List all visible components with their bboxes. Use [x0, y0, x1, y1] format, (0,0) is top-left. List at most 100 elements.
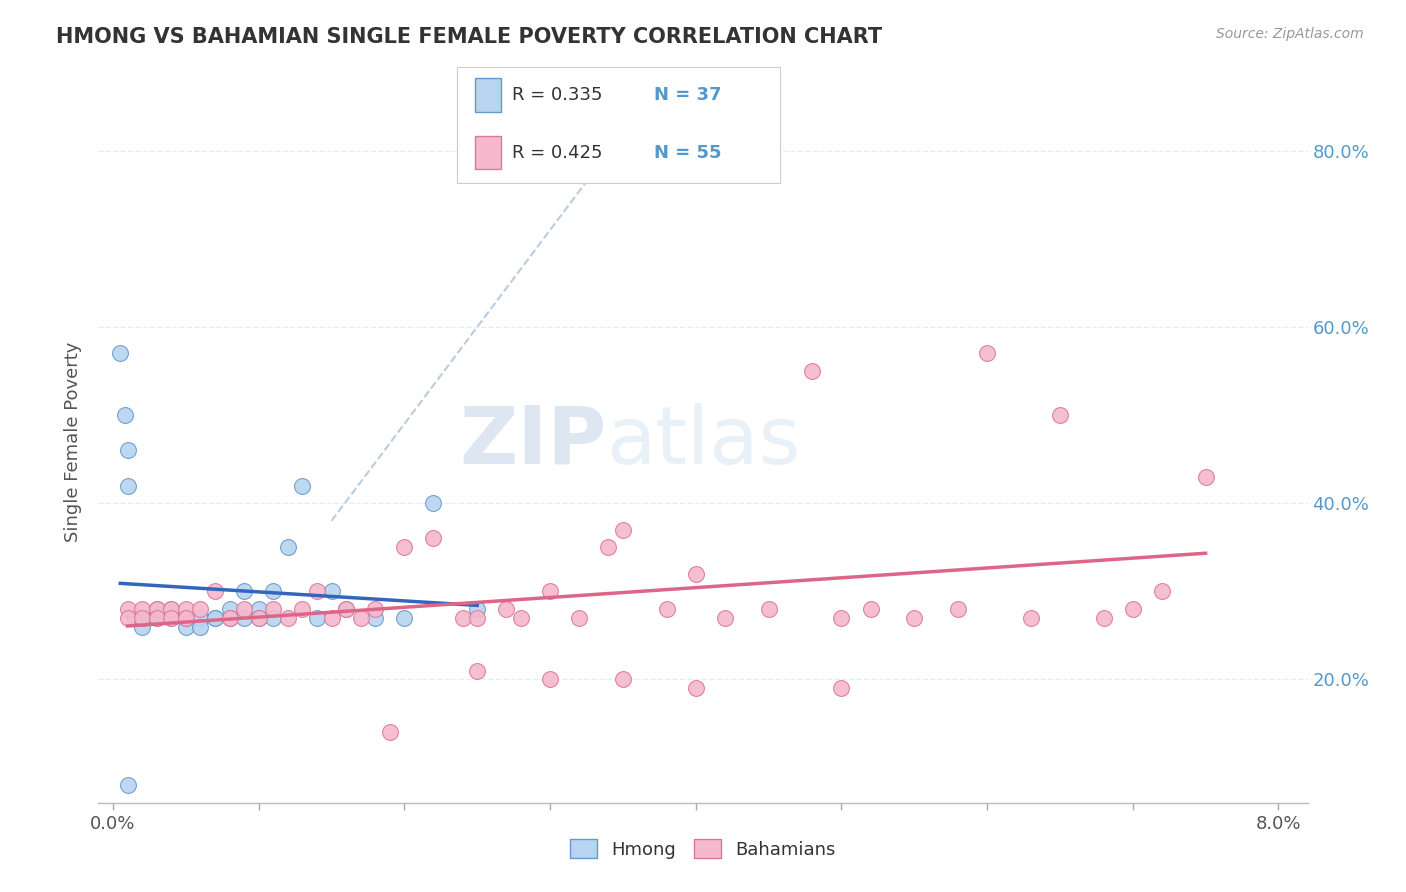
Point — [174, 619, 197, 633]
Legend: Hmong, Bahamians: Hmong, Bahamians — [562, 832, 844, 866]
Point — [465, 664, 488, 678]
Point — [394, 611, 416, 625]
Point — [247, 611, 270, 625]
Text: atlas: atlas — [606, 402, 800, 481]
Point — [262, 611, 284, 625]
Y-axis label: Single Female Poverty: Single Female Poverty — [65, 342, 83, 541]
Point — [110, 346, 132, 360]
Point — [1092, 611, 1115, 625]
Point — [364, 611, 387, 625]
Point — [612, 673, 634, 687]
Point — [174, 611, 197, 625]
Point — [538, 673, 561, 687]
Point — [204, 611, 226, 625]
Point — [598, 541, 620, 555]
Point — [714, 611, 737, 625]
Point — [174, 611, 197, 625]
Point — [145, 611, 167, 625]
Point — [465, 602, 488, 616]
Point — [451, 611, 474, 625]
Point — [1122, 602, 1144, 616]
Point — [174, 602, 197, 616]
Point — [830, 611, 852, 625]
Text: N = 37: N = 37 — [654, 86, 721, 103]
Point — [160, 602, 183, 616]
Point — [859, 602, 882, 616]
Text: R = 0.335: R = 0.335 — [512, 86, 602, 103]
Point — [117, 611, 139, 625]
Point — [131, 611, 153, 625]
Point — [758, 602, 780, 616]
Point — [145, 602, 167, 616]
Point — [262, 584, 284, 599]
Point — [612, 523, 634, 537]
Point — [160, 611, 183, 625]
Point — [1019, 611, 1042, 625]
Point — [160, 602, 183, 616]
Point — [903, 611, 925, 625]
Point — [218, 611, 240, 625]
Point — [204, 584, 226, 599]
Point — [350, 611, 373, 625]
Point — [685, 566, 707, 581]
Point — [291, 602, 314, 616]
Point — [218, 602, 240, 616]
Point — [305, 584, 328, 599]
Point — [174, 611, 197, 625]
Point — [568, 611, 591, 625]
Point — [145, 602, 167, 616]
Point — [1194, 470, 1216, 484]
Point — [335, 602, 357, 616]
Point — [830, 681, 852, 696]
Point — [321, 611, 343, 625]
Point — [394, 541, 416, 555]
Point — [1150, 584, 1173, 599]
Point — [946, 602, 969, 616]
Point — [465, 611, 488, 625]
Point — [247, 602, 270, 616]
Point — [233, 584, 256, 599]
Point — [277, 611, 299, 625]
Point — [422, 532, 444, 546]
Point — [247, 611, 270, 625]
Point — [114, 408, 136, 422]
Point — [218, 611, 240, 625]
Point — [131, 619, 153, 633]
Point — [335, 602, 357, 616]
Point — [131, 611, 153, 625]
Point — [131, 602, 153, 616]
Text: Source: ZipAtlas.com: Source: ZipAtlas.com — [1216, 27, 1364, 41]
Point — [233, 611, 256, 625]
Point — [117, 443, 139, 458]
Point — [145, 611, 167, 625]
Point — [1049, 408, 1071, 422]
Point — [277, 541, 299, 555]
Text: ZIP: ZIP — [458, 402, 606, 481]
Point — [124, 611, 146, 625]
Point — [538, 584, 561, 599]
Point — [378, 725, 401, 739]
Point — [495, 602, 517, 616]
Text: R = 0.425: R = 0.425 — [512, 144, 602, 161]
Point — [422, 496, 444, 510]
Point — [117, 478, 139, 492]
Point — [131, 611, 153, 625]
Point — [509, 611, 531, 625]
Point — [117, 778, 139, 792]
Point — [801, 364, 824, 378]
Text: HMONG VS BAHAMIAN SINGLE FEMALE POVERTY CORRELATION CHART: HMONG VS BAHAMIAN SINGLE FEMALE POVERTY … — [56, 27, 883, 46]
Point — [262, 602, 284, 616]
Point — [204, 611, 226, 625]
Point — [160, 611, 183, 625]
Point — [190, 611, 212, 625]
Point — [117, 602, 139, 616]
Point — [976, 346, 998, 360]
Point — [321, 584, 343, 599]
Point — [305, 611, 328, 625]
Point — [190, 619, 212, 633]
Point — [190, 602, 212, 616]
Point — [685, 681, 707, 696]
Point — [655, 602, 678, 616]
Point — [291, 478, 314, 492]
Text: N = 55: N = 55 — [654, 144, 721, 161]
